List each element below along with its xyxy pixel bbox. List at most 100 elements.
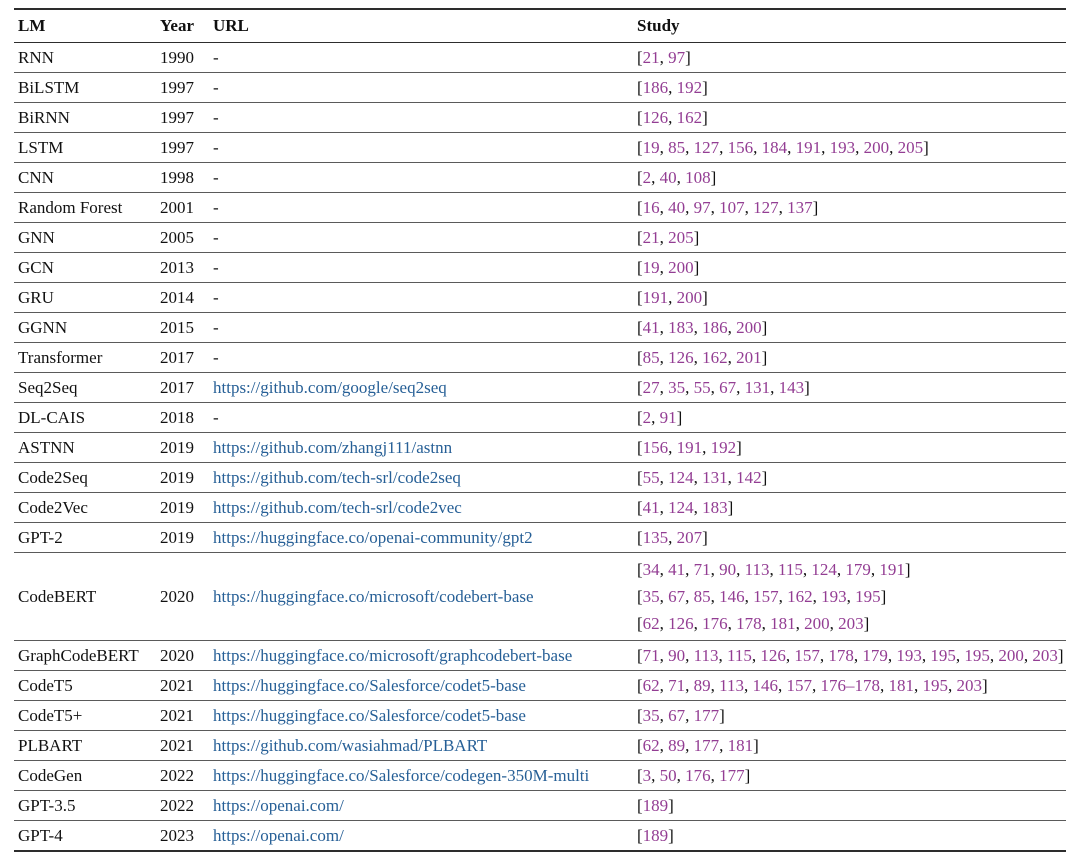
url-link[interactable]: https://huggingface.co/microsoft/codeber… (213, 587, 534, 606)
citation-link[interactable]: 89 (668, 736, 686, 755)
url-link[interactable]: https://github.com/zhangj111/astnn (213, 438, 453, 457)
url-link[interactable]: https://github.com/wasiahmad/PLBART (213, 736, 488, 755)
citation-link[interactable]: 184 (761, 138, 788, 157)
citation-link[interactable]: 40 (659, 168, 677, 187)
citation-link[interactable]: 85 (642, 348, 660, 367)
citation-link[interactable]: 157 (794, 646, 820, 665)
citation-link[interactable]: 35 (668, 378, 686, 397)
citation-link[interactable]: 115 (727, 646, 752, 665)
citation-link[interactable]: 195 (930, 646, 956, 665)
citation-link[interactable]: 200 (676, 288, 703, 307)
citation-link[interactable]: 177 (719, 766, 745, 785)
citation-link[interactable]: 203 (838, 614, 864, 633)
citation-link[interactable]: 178 (828, 646, 854, 665)
citation-link[interactable]: 179 (862, 646, 888, 665)
citation-link[interactable]: 113 (719, 676, 745, 695)
citation-link[interactable]: 107 (719, 198, 745, 217)
citation-link[interactable]: 16 (642, 198, 660, 217)
citation-link[interactable]: 85 (668, 138, 686, 157)
citation-link[interactable]: 62 (642, 614, 660, 633)
citation-link[interactable]: 55 (693, 378, 711, 397)
citation-link[interactable]: 201 (736, 348, 762, 367)
citation-link[interactable]: 203 (1032, 646, 1058, 665)
citation-link[interactable]: 71 (693, 560, 711, 579)
citation-link[interactable]: 34 (642, 560, 660, 579)
citation-link[interactable]: 200 (736, 318, 762, 337)
citation-link[interactable]: 124 (668, 498, 694, 517)
citation-link[interactable]: 108 (685, 168, 711, 187)
citation-link[interactable]: 137 (787, 198, 813, 217)
citation-link[interactable]: 191 (879, 560, 905, 579)
url-link[interactable]: https://huggingface.co/Salesforce/codege… (213, 766, 590, 785)
citation-link[interactable]: 131 (702, 468, 728, 487)
citation-link[interactable]: 113 (693, 646, 719, 665)
citation-link[interactable]: 200 (998, 646, 1024, 665)
citation-link[interactable]: 203 (956, 676, 983, 695)
citation-link[interactable]: 131 (744, 378, 771, 397)
citation-link[interactable]: 21 (642, 228, 660, 247)
citation-link[interactable]: 3 (642, 766, 652, 785)
citation-link[interactable]: 177 (693, 706, 720, 725)
citation-link[interactable]: 186 (702, 318, 728, 337)
citation-link[interactable]: 126 (760, 646, 786, 665)
citation-link[interactable]: 183 (702, 498, 728, 517)
citation-link[interactable]: 50 (659, 766, 677, 785)
url-link[interactable]: https://github.com/google/seq2seq (213, 378, 447, 397)
citation-link[interactable]: 2 (642, 168, 652, 187)
citation-link[interactable]: 89 (693, 676, 711, 695)
citation-link[interactable]: 183 (668, 318, 694, 337)
citation-link[interactable]: 162 (676, 108, 703, 127)
citation-link[interactable]: 113 (744, 560, 770, 579)
citation-link[interactable]: 179 (845, 560, 871, 579)
citation-link[interactable]: 181 (888, 676, 915, 695)
citation-link[interactable]: 143 (778, 378, 805, 397)
citation-link[interactable]: 195 (922, 676, 949, 695)
citation-link[interactable]: 90 (668, 646, 686, 665)
citation-link[interactable]: 67 (719, 378, 737, 397)
citation-link[interactable]: 27 (642, 378, 660, 397)
citation-link[interactable]: 41 (642, 318, 660, 337)
citation-link[interactable]: 67 (668, 706, 686, 725)
citation-link[interactable]: 193 (821, 587, 847, 606)
citation-link[interactable]: 200 (804, 614, 830, 633)
citation-link[interactable]: 146 (752, 676, 779, 695)
citation-link[interactable]: 67 (668, 587, 686, 606)
citation-link[interactable]: 176–178 (820, 676, 881, 695)
url-link[interactable]: https://huggingface.co/openai-community/… (213, 528, 533, 547)
citation-link[interactable]: 21 (642, 48, 660, 67)
citation-link[interactable]: 156 (642, 438, 669, 457)
citation-link[interactable]: 40 (668, 198, 686, 217)
citation-link[interactable]: 157 (786, 676, 813, 695)
citation-link[interactable]: 193 (829, 138, 856, 157)
citation-link[interactable]: 178 (736, 614, 762, 633)
url-link[interactable]: https://openai.com/ (213, 796, 344, 815)
citation-link[interactable]: 126 (668, 348, 694, 367)
citation-link[interactable]: 200 (668, 258, 694, 277)
citation-link[interactable]: 176 (702, 614, 728, 633)
citation-link[interactable]: 195 (855, 587, 881, 606)
url-link[interactable]: https://huggingface.co/Salesforce/codet5… (213, 676, 526, 695)
citation-link[interactable]: 85 (693, 587, 711, 606)
citation-link[interactable]: 192 (710, 438, 737, 457)
citation-link[interactable]: 71 (642, 646, 660, 665)
citation-link[interactable]: 19 (642, 258, 660, 277)
citation-link[interactable]: 97 (693, 198, 711, 217)
citation-link[interactable]: 41 (668, 560, 686, 579)
citation-link[interactable]: 124 (668, 468, 694, 487)
citation-link[interactable]: 189 (642, 826, 669, 845)
citation-link[interactable]: 205 (668, 228, 694, 247)
citation-link[interactable]: 195 (964, 646, 990, 665)
citation-link[interactable]: 2 (642, 408, 652, 427)
citation-link[interactable]: 162 (702, 348, 728, 367)
citation-link[interactable]: 127 (693, 138, 720, 157)
citation-link[interactable]: 71 (668, 676, 686, 695)
citation-link[interactable]: 191 (676, 438, 703, 457)
citation-link[interactable]: 192 (676, 78, 703, 97)
citation-link[interactable]: 115 (778, 560, 803, 579)
url-link[interactable]: https://github.com/tech-srl/code2vec (213, 498, 462, 517)
citation-link[interactable]: 181 (727, 736, 754, 755)
citation-link[interactable]: 205 (897, 138, 924, 157)
url-link[interactable]: https://openai.com/ (213, 826, 344, 845)
citation-link[interactable]: 186 (642, 78, 669, 97)
citation-link[interactable]: 157 (753, 587, 779, 606)
